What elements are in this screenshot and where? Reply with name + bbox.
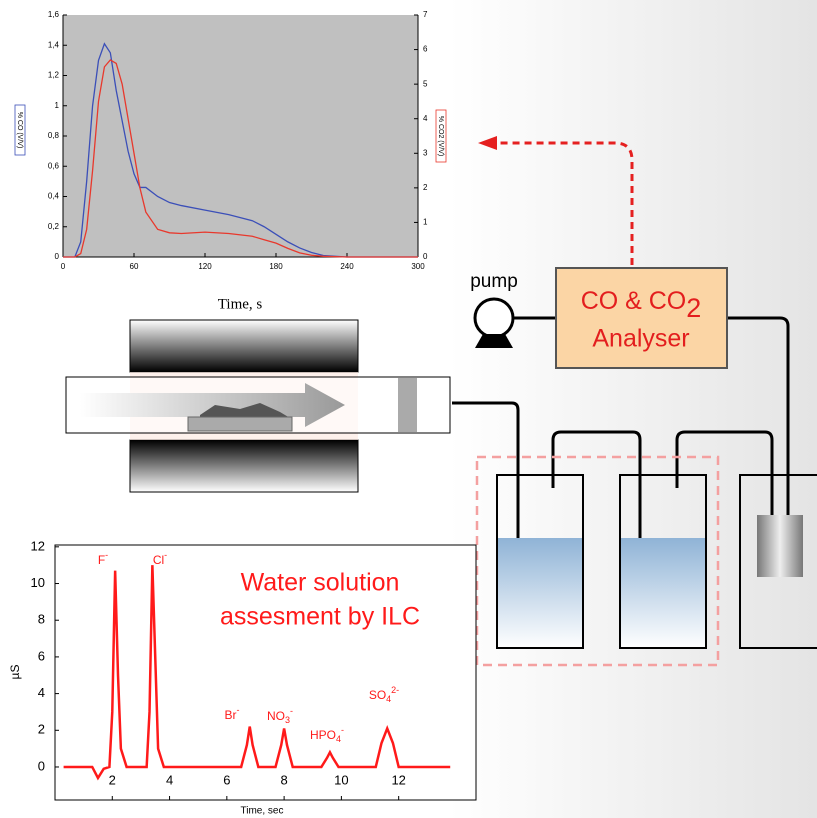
x-tick-label: 0	[61, 262, 66, 271]
bottle-group	[475, 455, 720, 667]
series-line	[63, 42, 418, 258]
x-tick-label: 120	[198, 262, 212, 271]
series-line	[63, 565, 451, 781]
peak-label: NO3-	[267, 706, 293, 725]
water	[620, 538, 706, 648]
y-tick-label: 1,4	[48, 40, 60, 49]
furnace-bottom	[129, 439, 359, 493]
y-tick-label: 1,6	[48, 10, 60, 19]
y2-tick-label: 6	[423, 45, 428, 54]
water	[497, 538, 583, 648]
peak-label-sup: -	[341, 725, 344, 735]
chart-title: assesment by ILC	[220, 603, 420, 631]
y-tick-label: 4	[38, 685, 45, 700]
y-tick-label: 10	[31, 575, 45, 590]
analyser	[555, 267, 728, 369]
x-tick-label: 8	[280, 772, 287, 787]
boat	[187, 416, 293, 432]
peak-label-text: SO	[369, 688, 386, 702]
peak-label-sup: -	[237, 705, 240, 715]
x-tick-label: 12	[391, 772, 405, 787]
peak-label-text: HPO	[310, 728, 336, 742]
y-tick-label: 2	[38, 722, 45, 737]
plot-area	[63, 15, 418, 257]
y-tick-label: 0	[55, 252, 60, 261]
y2-tick-label: 3	[423, 148, 428, 157]
gas-chart: 0 60 120 180 240 30000,20,40,60,811,21,41,601…	[14, 10, 447, 312]
series-line	[63, 59, 418, 258]
y-tick-label: 0,2	[48, 222, 60, 231]
peak-label: Br-	[225, 705, 240, 722]
y-tick-label: 1,2	[48, 71, 60, 80]
peak-label-sub: 3	[285, 715, 290, 725]
peak-label-sub: 4	[336, 734, 341, 744]
filter	[398, 378, 417, 432]
pipes	[452, 316, 790, 628]
x-tick-label: 4	[166, 772, 173, 787]
y-tick-label: 0	[38, 758, 45, 773]
sample	[200, 403, 290, 418]
pump-base	[475, 334, 513, 348]
furnace-top	[129, 319, 359, 373]
x-tick-label: 10	[334, 772, 348, 787]
analyser-label: Analyser	[592, 325, 689, 353]
y-tick-label: 1	[55, 101, 60, 110]
plot-frame	[54, 544, 477, 801]
peak-label: F-	[98, 550, 108, 567]
y2-tick-label: 1	[423, 218, 428, 227]
y-axis-label: µS	[8, 665, 22, 680]
y2-tick-label: 2	[423, 183, 428, 192]
x-tick-label: 180	[269, 262, 283, 271]
bottle	[739, 474, 817, 649]
peak-label-sup: -	[164, 550, 167, 560]
bottle	[496, 474, 584, 649]
peak-label-sub: 4	[386, 694, 391, 704]
x-tick-label: 2	[109, 772, 116, 787]
peak-label-text: Cl	[153, 553, 164, 567]
peak-label: Cl-	[153, 550, 167, 567]
peak-label: HPO4-	[310, 725, 344, 744]
bottle	[619, 474, 707, 649]
x-tick-label: 6	[223, 772, 230, 787]
peak-label-text: NO	[267, 709, 285, 723]
peak-label-text: F	[98, 553, 105, 567]
x-axis-label: Time, sec	[241, 806, 284, 817]
y2-tick-label: 5	[423, 79, 428, 88]
y-axis-label: % CO (V/V)	[16, 112, 23, 149]
y-tick-label: 6	[38, 648, 45, 663]
chart-title: Water solution	[241, 569, 400, 597]
x-tick-label: 300	[411, 262, 425, 271]
analyser-label: CO & CO2	[581, 287, 702, 324]
pump-label: pump	[470, 271, 518, 292]
x-tick-label: 240	[340, 262, 354, 271]
peak-label-text: Br	[225, 708, 237, 722]
peak-label-sup: -	[290, 706, 293, 716]
peak-label: SO42-	[369, 685, 399, 704]
y-tick-label: 0,6	[48, 161, 60, 170]
desiccant	[757, 515, 803, 577]
ylabel-box	[14, 104, 26, 156]
y2-axis-label: % CO2 (V/V)	[437, 116, 444, 156]
y-tick-label: 0,4	[48, 192, 60, 201]
peak-label-sup: -	[105, 550, 108, 560]
y2-tick-label: 7	[423, 10, 428, 19]
y-tick-label: 8	[38, 612, 45, 627]
y2label-box	[435, 109, 447, 163]
x-tick-label: 60	[130, 262, 139, 271]
signal-arrowhead	[478, 136, 497, 150]
x-axis-label: Time, s	[218, 296, 263, 312]
y-tick-label: 0,8	[48, 131, 60, 140]
y2-tick-label: 0	[423, 252, 428, 261]
peak-label-sup: 2-	[391, 685, 399, 695]
ilc-chart: 2 4 6 8 10 12 0 2 4 6 8 10 12 Water solution assesment…	[8, 538, 477, 817]
signal-arrow	[495, 141, 634, 265]
y2-tick-label: 4	[423, 114, 428, 123]
y-tick-label: 12	[31, 538, 45, 553]
pump	[473, 297, 515, 339]
